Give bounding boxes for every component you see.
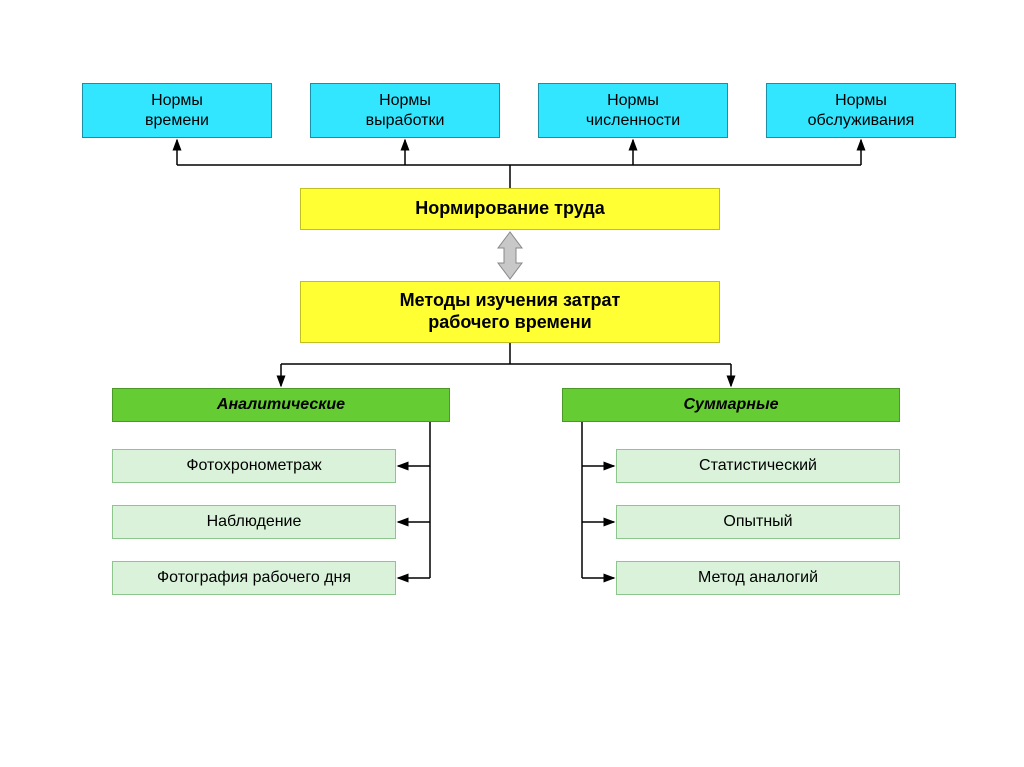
node-label: Нормычисленности — [586, 91, 680, 129]
double-arrow-icon — [498, 232, 522, 279]
node-fotografiya-dnya: Фотография рабочего дня — [112, 561, 396, 595]
node-fotokhronometrazh: Фотохронометраж — [112, 449, 396, 483]
node-label: Нормывыработки — [366, 91, 445, 129]
node-normirovanie-truda: Нормирование труда — [300, 188, 720, 230]
node-normy-chislennosti: Нормычисленности — [538, 83, 728, 138]
node-label: Аналитические — [217, 395, 345, 414]
node-statisticheskiy: Статистический — [616, 449, 900, 483]
node-label: Статистический — [699, 456, 817, 475]
node-label: Нормывремени — [145, 91, 209, 129]
node-normy-vremeni: Нормывремени — [82, 83, 272, 138]
node-normy-vyrabotki: Нормывыработки — [310, 83, 500, 138]
node-label: Опытный — [723, 512, 792, 531]
node-nabludenie: Наблюдение — [112, 505, 396, 539]
node-label: Фотохронометраж — [186, 456, 321, 475]
node-label: Наблюдение — [207, 512, 302, 531]
node-normy-obsluzhivaniya: Нормыобслуживания — [766, 83, 956, 138]
node-label: Метод аналогий — [698, 568, 818, 587]
node-opytnyy: Опытный — [616, 505, 900, 539]
node-label: Суммарные — [683, 395, 778, 414]
node-label: Методы изучения затратрабочего времени — [400, 290, 621, 333]
node-summarnye: Суммарные — [562, 388, 900, 422]
node-label: Нормирование труда — [415, 198, 604, 220]
node-label: Нормыобслуживания — [808, 91, 915, 129]
node-analiticheskie: Аналитические — [112, 388, 450, 422]
node-label: Фотография рабочего дня — [157, 568, 351, 587]
diagram-canvas: Нормывремени Нормывыработки Нормычисленн… — [0, 0, 1024, 767]
node-metody-izucheniya: Методы изучения затратрабочего времени — [300, 281, 720, 343]
node-metod-analogiy: Метод аналогий — [616, 561, 900, 595]
